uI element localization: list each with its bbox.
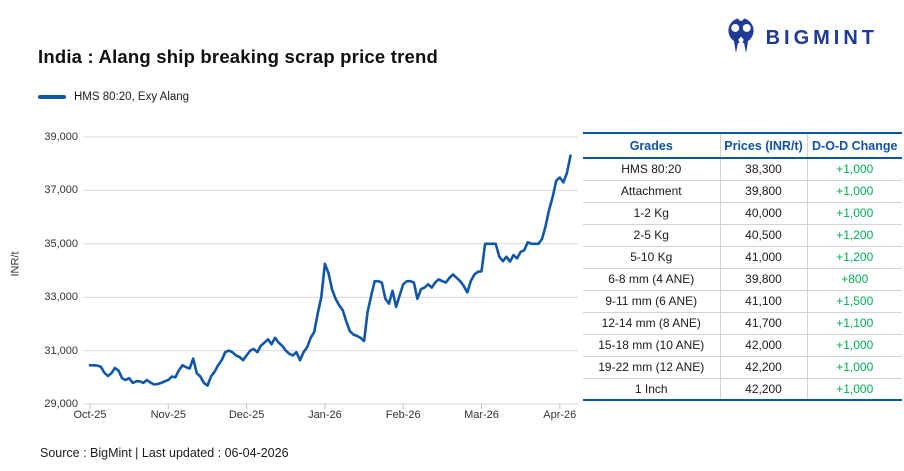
col-header-grades: Grades xyxy=(583,133,720,159)
y-tick-label: 35,000 xyxy=(44,237,78,250)
table-header-row: Grades Prices (INR/t) D-O-D Change xyxy=(583,133,902,159)
cell-grade: 5-10 Kg xyxy=(583,246,720,269)
y-tick-label: 39,000 xyxy=(44,131,78,143)
price-trend-chart xyxy=(80,130,585,430)
cell-grade: 1-2 Kg xyxy=(583,202,720,225)
cell-change: +1,500 xyxy=(806,290,902,313)
chart-legend: HMS 80:20, Exy Alang xyxy=(38,91,189,103)
cell-price: 41,000 xyxy=(719,246,807,269)
y-tick-label: 37,000 xyxy=(44,184,78,197)
line-chart-svg xyxy=(83,136,578,409)
table-row: HMS 80:20 38,300 +1,000 xyxy=(583,158,902,181)
table-row: 12-14 mm (8 ANE) 41,700 +1,100 xyxy=(583,312,902,335)
x-tick-label: Apr-26 xyxy=(543,409,577,421)
y-tick-label: 33,000 xyxy=(44,291,78,304)
table-row: 15-18 mm (10 ANE) 42,000 +1,000 xyxy=(583,334,902,357)
cell-change: +1,200 xyxy=(806,246,902,269)
cell-change: +1,000 xyxy=(806,334,902,357)
cell-grade: 19-22 mm (12 ANE) xyxy=(583,356,720,379)
source-note: Source : BigMint | Last updated : 06-04-… xyxy=(40,446,289,460)
table-row: 9-11 mm (6 ANE) 41,100 +1,500 xyxy=(583,290,902,313)
cell-grade: 1 Inch xyxy=(634,381,668,396)
cell-change: +1,200 xyxy=(806,224,902,247)
y-tick-label: 31,000 xyxy=(44,344,78,357)
table-row: Attachment 39,800 +1,000 xyxy=(583,180,902,203)
cell-grade: Attachment xyxy=(583,180,720,203)
table-row: 2-5 Kg 40,500 +1,200 xyxy=(583,224,902,247)
cell-change: +1,000 xyxy=(806,158,902,181)
cell-grade: 6-8 mm (4 ANE) xyxy=(583,268,720,291)
grades-price-table: Grades Prices (INR/t) D-O-D Change HMS 8… xyxy=(583,132,902,401)
x-tick-label: Nov-25 xyxy=(150,409,187,421)
brand-name: BIGMINT xyxy=(765,27,878,49)
legend-line-swatch xyxy=(38,95,66,99)
table-row: 5-10 Kg 41,000 +1,200 xyxy=(583,246,902,269)
cell-price: 40,500 xyxy=(719,224,807,247)
cell-change: +1,000 xyxy=(806,180,902,203)
y-axis-title: INR/t xyxy=(9,251,22,277)
col-header-dod-change: D-O-D Change xyxy=(806,133,902,159)
x-tick-label: Feb-26 xyxy=(385,409,421,421)
x-tick-label: Dec-25 xyxy=(228,409,265,421)
cell-grade: HMS 80:20 xyxy=(583,158,720,181)
cell-price: 41,700 xyxy=(719,312,807,335)
table-row: 1 Inch 42,200 +1,000 xyxy=(583,378,902,400)
cell-change: +1,000 xyxy=(806,202,902,225)
cell-price: 38,300 xyxy=(719,158,807,181)
cell-price: 40,000 xyxy=(719,202,807,225)
cell-change: +800 xyxy=(806,268,902,291)
cell-grade: 9-11 mm (6 ANE) xyxy=(583,290,720,313)
cell-price: 39,800 xyxy=(719,180,807,203)
table-row: 1-2 Kg 40,000 +1,000 xyxy=(583,202,902,225)
bigmint-logo-icon xyxy=(723,15,759,62)
cell-price: 41,100 xyxy=(719,290,807,313)
brand-logo: BIGMINT xyxy=(723,15,878,62)
x-tick-label: Jan-26 xyxy=(308,409,342,421)
cell-price: 42,000 xyxy=(719,334,807,357)
legend-series-label: HMS 80:20, Exy Alang xyxy=(74,91,190,103)
cell-change: +1,000 xyxy=(806,378,902,400)
col-header-prices: Prices (INR/t) xyxy=(719,133,807,159)
cell-price: 39,800 xyxy=(719,268,807,291)
x-tick-label: Mar-26 xyxy=(464,409,499,421)
y-tick-label: 29,000 xyxy=(44,398,78,410)
x-tick-label: Oct-25 xyxy=(73,409,107,421)
cell-price: 42,200 xyxy=(719,356,807,379)
cell-price: 42,200 xyxy=(719,378,807,400)
table-row: 19-22 mm (12 ANE) 42,200 +1,000 xyxy=(583,356,902,379)
page-title: India : Alang ship breaking scrap price … xyxy=(38,46,438,67)
cell-change: +1,000 xyxy=(806,356,902,379)
table-row: 6-8 mm (4 ANE) 39,800 +800 xyxy=(583,268,902,291)
cell-grade: 2-5 Kg xyxy=(583,224,720,247)
cell-change: +1,100 xyxy=(806,312,902,335)
cell-grade: 15-18 mm (10 ANE) xyxy=(583,334,720,357)
cell-grade: 12-14 mm (8 ANE) xyxy=(583,312,720,335)
